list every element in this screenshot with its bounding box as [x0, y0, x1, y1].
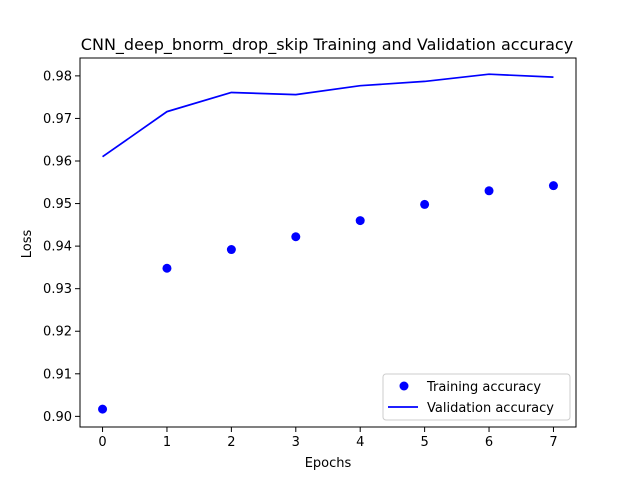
training-accuracy-point [291, 232, 301, 242]
x-tick-label: 2 [227, 435, 235, 450]
series-layer [98, 73, 558, 414]
x-axis: 0 1 2 3 4 5 6 7 [98, 427, 558, 450]
legend-label-validation: Validation accuracy [427, 401, 554, 416]
y-tick-label: 0.98 [43, 69, 72, 84]
x-axis-label: Epochs [305, 456, 352, 471]
x-tick-label: 3 [292, 435, 300, 450]
x-tick-label: 5 [420, 435, 428, 450]
training-accuracy-point [420, 199, 430, 209]
legend-label-training: Training accuracy [426, 380, 541, 395]
training-accuracy-point [484, 186, 494, 196]
y-axis: 0.90 0.91 0.92 0.93 0.94 0.95 0.96 0.97 0.98 [43, 69, 80, 425]
training-accuracy-point [226, 245, 236, 255]
y-tick-label: 0.93 [43, 282, 72, 297]
legend-box [382, 373, 571, 421]
training-accuracy-point [162, 263, 172, 273]
y-axis-label: Loss [20, 230, 35, 259]
x-tick-label: 0 [98, 435, 106, 450]
training-accuracy-point [355, 216, 365, 226]
legend: Training accuracy Validation accuracy [382, 373, 571, 421]
y-tick-label: 0.90 [43, 410, 72, 425]
y-tick-label: 0.91 [43, 367, 72, 382]
training-accuracy-point [548, 181, 558, 191]
y-tick-label: 0.92 [43, 325, 72, 340]
y-tick-label: 0.95 [43, 197, 72, 212]
legend-marker-training [399, 381, 409, 391]
x-tick-label: 1 [163, 435, 171, 450]
plot-frame [79, 57, 577, 428]
chart-title: CNN_deep_bnorm_drop_skip Training and Va… [81, 35, 573, 55]
x-tick-label: 6 [485, 435, 493, 450]
x-tick-label: 7 [549, 435, 557, 450]
training-accuracy-point [98, 404, 108, 414]
plot-area [79, 57, 577, 428]
validation-accuracy-line [102, 73, 554, 158]
y-tick-label: 0.96 [43, 154, 72, 169]
x-tick-label: 4 [356, 435, 364, 450]
y-tick-label: 0.97 [43, 112, 72, 127]
y-tick-label: 0.94 [43, 240, 72, 255]
